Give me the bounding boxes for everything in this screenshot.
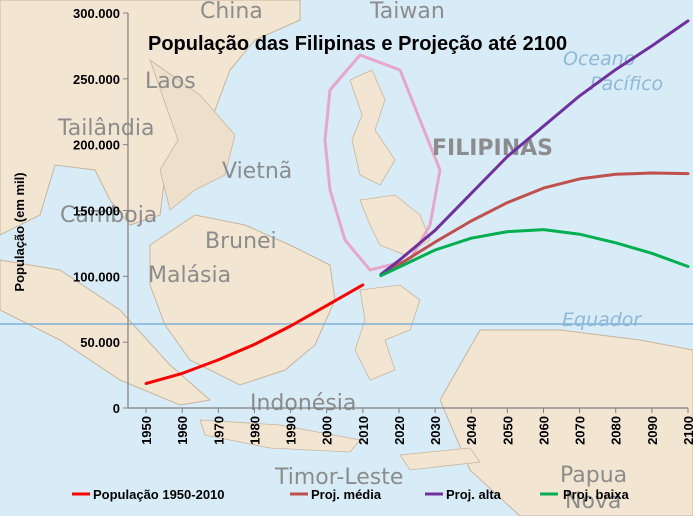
x-tick-label: 1980 xyxy=(247,416,262,445)
map-label-camboja: Camboja xyxy=(60,203,157,228)
map-label-taiwan: Taiwan xyxy=(369,0,445,24)
x-tick-label: 1960 xyxy=(175,416,190,445)
series-line-historical xyxy=(144,283,365,385)
map-label-indonesia: Indonésia xyxy=(250,391,356,416)
x-tick-label: 2010 xyxy=(356,416,371,445)
legend-label: Proj. baixa xyxy=(563,487,630,502)
x-tick-label: 1990 xyxy=(284,416,299,445)
map-label-nova: Nova xyxy=(565,489,621,514)
map-label-timor-leste: Timor-Leste xyxy=(274,465,403,490)
series-line-low xyxy=(379,228,690,278)
map-label-papua: Papua xyxy=(560,463,627,488)
map-label-china: China xyxy=(200,0,263,24)
map-label-filipinas: FILIPINAS xyxy=(432,136,553,161)
map-label-equador: Equador xyxy=(562,309,642,331)
x-tick-label: 2000 xyxy=(320,416,335,445)
x-tick-label: 2030 xyxy=(428,416,443,445)
x-tick-label: 2080 xyxy=(609,416,624,445)
y-tick-label: 50.000 xyxy=(80,335,120,350)
map-label-malasia: Malásia xyxy=(148,263,231,288)
axes: 0 50.000 100.000 150.000 200.000 250.000 300.0… xyxy=(73,6,693,445)
x-tick-label: 1970 xyxy=(211,416,226,445)
x-tick-label: 2020 xyxy=(392,416,407,445)
y-axis-title: População (em mil) xyxy=(12,172,27,291)
map-label-oceano: Oceano xyxy=(563,48,635,70)
y-tick-label: 100.000 xyxy=(73,269,120,284)
map-label-brunei: Brunei xyxy=(205,229,277,254)
legend-label: População 1950-2010 xyxy=(93,487,225,502)
legend-label: Proj. alta xyxy=(446,487,502,502)
series-line-medium xyxy=(379,171,690,277)
x-tick-label: 2060 xyxy=(536,416,551,445)
x-tick-label: 2070 xyxy=(573,416,588,445)
x-tick-label: 2050 xyxy=(500,416,515,445)
series-line-high xyxy=(379,19,690,276)
y-tick-label: 0 xyxy=(113,401,120,416)
series-layer xyxy=(144,19,690,385)
chart-title: População das Filipinas e Projeção até 2… xyxy=(148,33,567,55)
y-tick-label: 200.000 xyxy=(73,138,120,153)
map-label-tailandia: Tailândia xyxy=(57,116,155,141)
x-tick-label: 2040 xyxy=(464,416,479,445)
legend-label: Proj. média xyxy=(311,487,382,502)
map-label-pacifico: Pacífico xyxy=(590,73,663,95)
y-tick-label: 150.000 xyxy=(73,204,120,219)
map-label-vietna: Vietnã xyxy=(222,159,292,184)
map-label-laos: Laos xyxy=(145,69,196,94)
y-tick-label: 300.000 xyxy=(73,6,120,21)
y-tick-label: 250.000 xyxy=(73,72,120,87)
x-tick-label: 1950 xyxy=(139,416,154,445)
x-tick-label: 2090 xyxy=(645,416,660,445)
legend: População 1950-2010 Proj. média Proj. alta… xyxy=(72,487,630,502)
x-tick-label: 2100 xyxy=(681,416,693,445)
